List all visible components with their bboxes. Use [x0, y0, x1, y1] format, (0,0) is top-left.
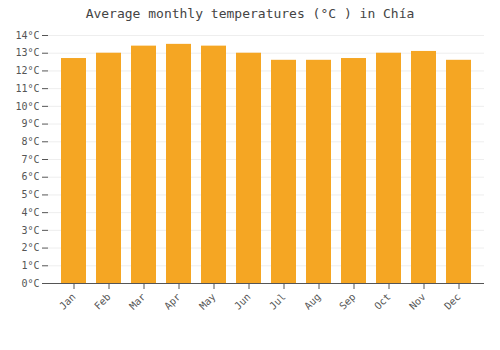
- svg-text:5°C: 5°C: [21, 189, 39, 200]
- svg-text:8°C: 8°C: [21, 136, 39, 147]
- svg-text:Oct: Oct: [372, 291, 393, 312]
- svg-text:1°C: 1°C: [21, 260, 39, 271]
- svg-text:3°C: 3°C: [21, 225, 39, 236]
- svg-text:Jan: Jan: [57, 291, 78, 312]
- svg-text:Nov: Nov: [407, 291, 428, 312]
- svg-text:12°C: 12°C: [15, 65, 39, 76]
- svg-text:10°C: 10°C: [15, 101, 39, 112]
- svg-text:Jun: Jun: [232, 291, 253, 312]
- svg-text:Jul: Jul: [267, 291, 288, 312]
- svg-text:Mar: Mar: [127, 291, 148, 312]
- svg-text:Apr: Apr: [162, 291, 183, 312]
- svg-text:9°C: 9°C: [21, 118, 39, 129]
- svg-text:Dec: Dec: [442, 291, 463, 312]
- svg-text:7°C: 7°C: [21, 154, 39, 165]
- svg-text:0°C: 0°C: [21, 278, 39, 289]
- svg-text:2°C: 2°C: [21, 242, 39, 253]
- svg-text:11°C: 11°C: [15, 83, 39, 94]
- svg-text:6°C: 6°C: [21, 171, 39, 182]
- svg-text:May: May: [197, 291, 218, 312]
- svg-text:Sep: Sep: [337, 291, 358, 312]
- svg-text:4°C: 4°C: [21, 207, 39, 218]
- svg-text:Feb: Feb: [92, 291, 113, 312]
- svg-text:14°C: 14°C: [15, 30, 39, 41]
- svg-text:Aug: Aug: [302, 291, 323, 312]
- svg-text:13°C: 13°C: [15, 47, 39, 58]
- html-text:Average monthly temperatures (: Average monthly temperatures (°C ) in Ch…: [85, 6, 415, 21]
